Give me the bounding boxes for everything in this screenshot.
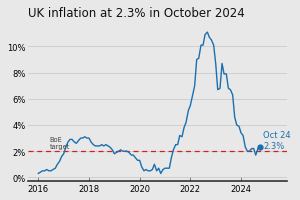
Text: BoE
target: BoE target [50,137,70,149]
Text: Oct 24
2.3%: Oct 24 2.3% [263,130,291,150]
Text: UK inflation at 2.3% in October 2024: UK inflation at 2.3% in October 2024 [28,7,245,20]
